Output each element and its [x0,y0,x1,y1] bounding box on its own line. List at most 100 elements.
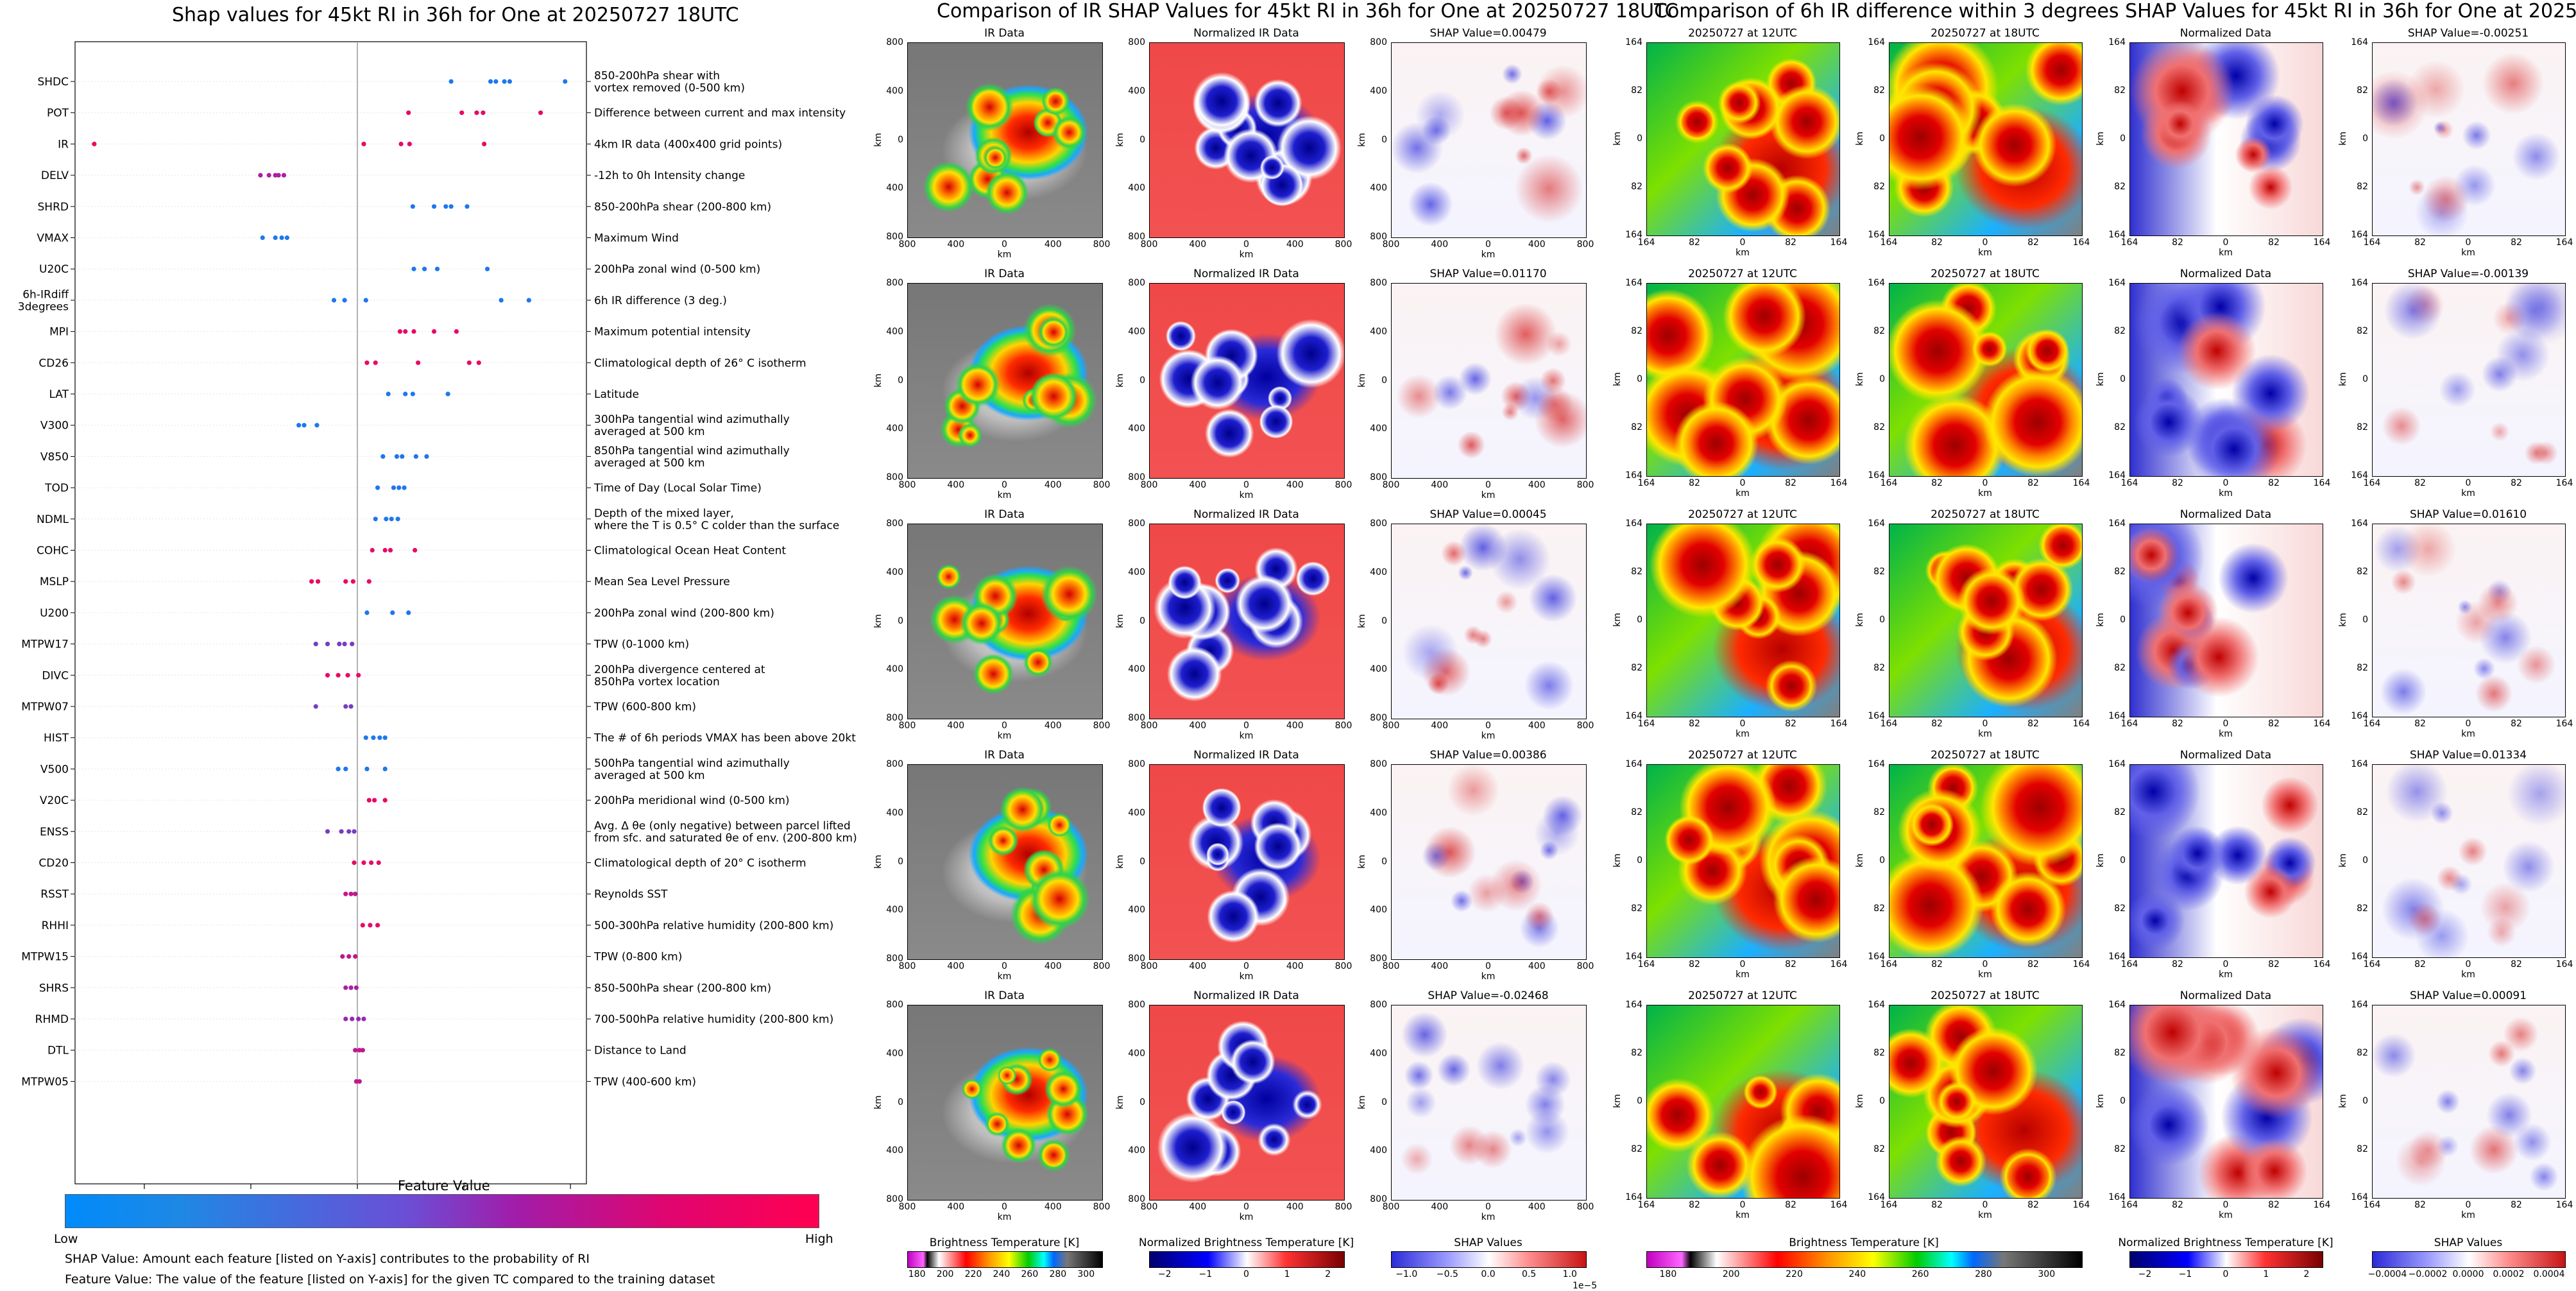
shap-point [424,454,429,459]
shap-point [382,735,388,740]
x-tick-label: 0 [1243,721,1249,731]
footnote-shap-value: SHAP Value: Amount each feature [listed … [65,1252,590,1266]
x-axis-label: km [1736,488,1750,499]
x-tick-label: 800 [1335,480,1352,490]
shap-point [400,454,405,459]
feature-name-label: SHRD [38,201,69,214]
diff-brightness-colorbar-tick: 220 [1786,1269,1803,1279]
y-axis-label: km [1356,613,1367,628]
y-tick-label: 800 [1128,713,1145,723]
ir-shap-1-title: SHAP Value=0.00479 [1429,27,1547,40]
y-tick-label: 800 [1128,472,1145,483]
normalized-ir-5-title: Normalized IR Data [1193,989,1299,1002]
shap-point [388,547,393,553]
y-tick-label: 82 [1631,807,1642,817]
shap-point [454,329,459,334]
x-tick-label: 82 [2027,719,2039,729]
x-tick-label: 164 [1880,237,1898,248]
shap-point [431,204,437,209]
y-axis-label: km [1612,1094,1623,1108]
ir-brightness-colorbar-tick: 220 [964,1269,982,1279]
y-tick-label: 400 [1370,807,1387,818]
y-tick-label: 82 [2357,1144,2368,1154]
diff-brightness-colorbar-tick: 180 [1659,1269,1677,1279]
y-tick-label: 0 [1879,374,1885,384]
x-tick-label: 164 [1637,719,1655,729]
shap-point [395,517,400,522]
x-axis-label: km [1978,1210,1992,1220]
y-tick-label: 164 [1625,470,1642,481]
shap-point [273,235,278,241]
y-tick-label: 164 [2351,470,2368,481]
shap-point [325,829,330,834]
feature-description-label: 500-300hPa relative humidity (200-800 km… [594,919,833,932]
x-tick-label: 400 [947,239,965,250]
x-tick-label: 800 [1335,961,1352,971]
x-tick-label: 0 [1243,961,1249,971]
y-axis-label: km [2095,132,2106,146]
y-tick-label: 164 [2351,952,2368,962]
x-tick-label: 164 [1830,719,1848,729]
x-tick-label: 0 [1739,719,1746,729]
y-axis-label: km [2337,372,2348,386]
shap-point [348,985,354,990]
shap-point [356,1016,361,1022]
shap-point [361,141,366,146]
x-axis-label: km [1239,1212,1254,1222]
y-axis-label: km [2095,853,2106,868]
ir-brightness-colorbar-label: Brightness Temperature [K] [929,1236,1080,1249]
x-tick-label: 800 [1140,239,1158,250]
diff-shap-1-title: SHAP Value=-0.00251 [2407,27,2529,40]
shap-point [266,173,271,178]
x-tick-label: 82 [2511,237,2522,248]
shap-point [353,1048,358,1053]
shap-point [368,860,374,866]
diff-normalized-colorbar-label: Normalized Brightness Temperature [K] [2118,1236,2333,1249]
y-tick-label: 800 [1370,1000,1387,1010]
y-tick-label: 400 [1370,1145,1387,1156]
feature-description-label: TPW (400-600 km) [593,1075,696,1088]
x-tick-label: 82 [2172,1200,2183,1210]
y-tick-label: 800 [886,1194,903,1204]
ir-data-2-image [907,283,1103,479]
x-tick-label: 164 [2072,478,2090,488]
feature-name-label: U200 [40,607,69,620]
feature-description-label: 300hPa tangential wind azimuthally averag… [594,413,790,438]
x-axis-label: km [2461,1210,2475,1220]
x-tick-label: 164 [1637,1200,1655,1210]
x-axis-label: km [1736,1210,1750,1220]
x-axis-label: km [2219,248,2233,258]
feature-description-label: Latitude [594,388,639,401]
shap-point [422,266,427,271]
x-axis-label: km [2461,970,2475,980]
x-tick-label: 400 [1528,721,1546,731]
y-tick-label: 82 [1873,663,1885,673]
y-tick-label: 800 [1128,518,1145,529]
diff-brightness-colorbar-tick: 240 [1848,1269,1866,1279]
ir-brightness-colorbar-tick: 300 [1077,1269,1095,1279]
normalized-ir-4-title: Normalized IR Data [1193,749,1299,762]
shap-point [397,485,402,490]
ir-shap-colorbar [1391,1251,1587,1268]
y-tick-label: 82 [2114,182,2126,192]
y-tick-label: 164 [2351,230,2368,240]
ir-shap-colorbar-tick: 0.5 [1521,1269,1537,1279]
y-tick-label: 400 [1128,905,1145,916]
feature-name-label: MPI [49,326,69,339]
y-tick-label: 400 [886,326,903,337]
y-tick-label: 0 [1637,374,1642,384]
ir-data-3-title: IR Data [984,508,1025,521]
diff-shap-2-title: SHAP Value=-0.00139 [2407,268,2529,280]
shap-point [375,923,380,928]
x-axis-label: km [1239,971,1254,982]
y-axis-label: km [1356,1095,1367,1109]
ir-data-4-image [907,764,1103,960]
diff-brightness-colorbar [1646,1251,2083,1268]
diff-brightness-colorbar-tick: 200 [1722,1269,1740,1279]
shap-point [296,423,302,428]
feature-name-label: V850 [40,450,69,463]
x-tick-label: 82 [2027,478,2039,488]
diff-normalized-3-title: Normalized Data [2179,508,2272,521]
y-axis-label: km [1612,132,1623,146]
feature-name-label: V300 [40,420,69,432]
